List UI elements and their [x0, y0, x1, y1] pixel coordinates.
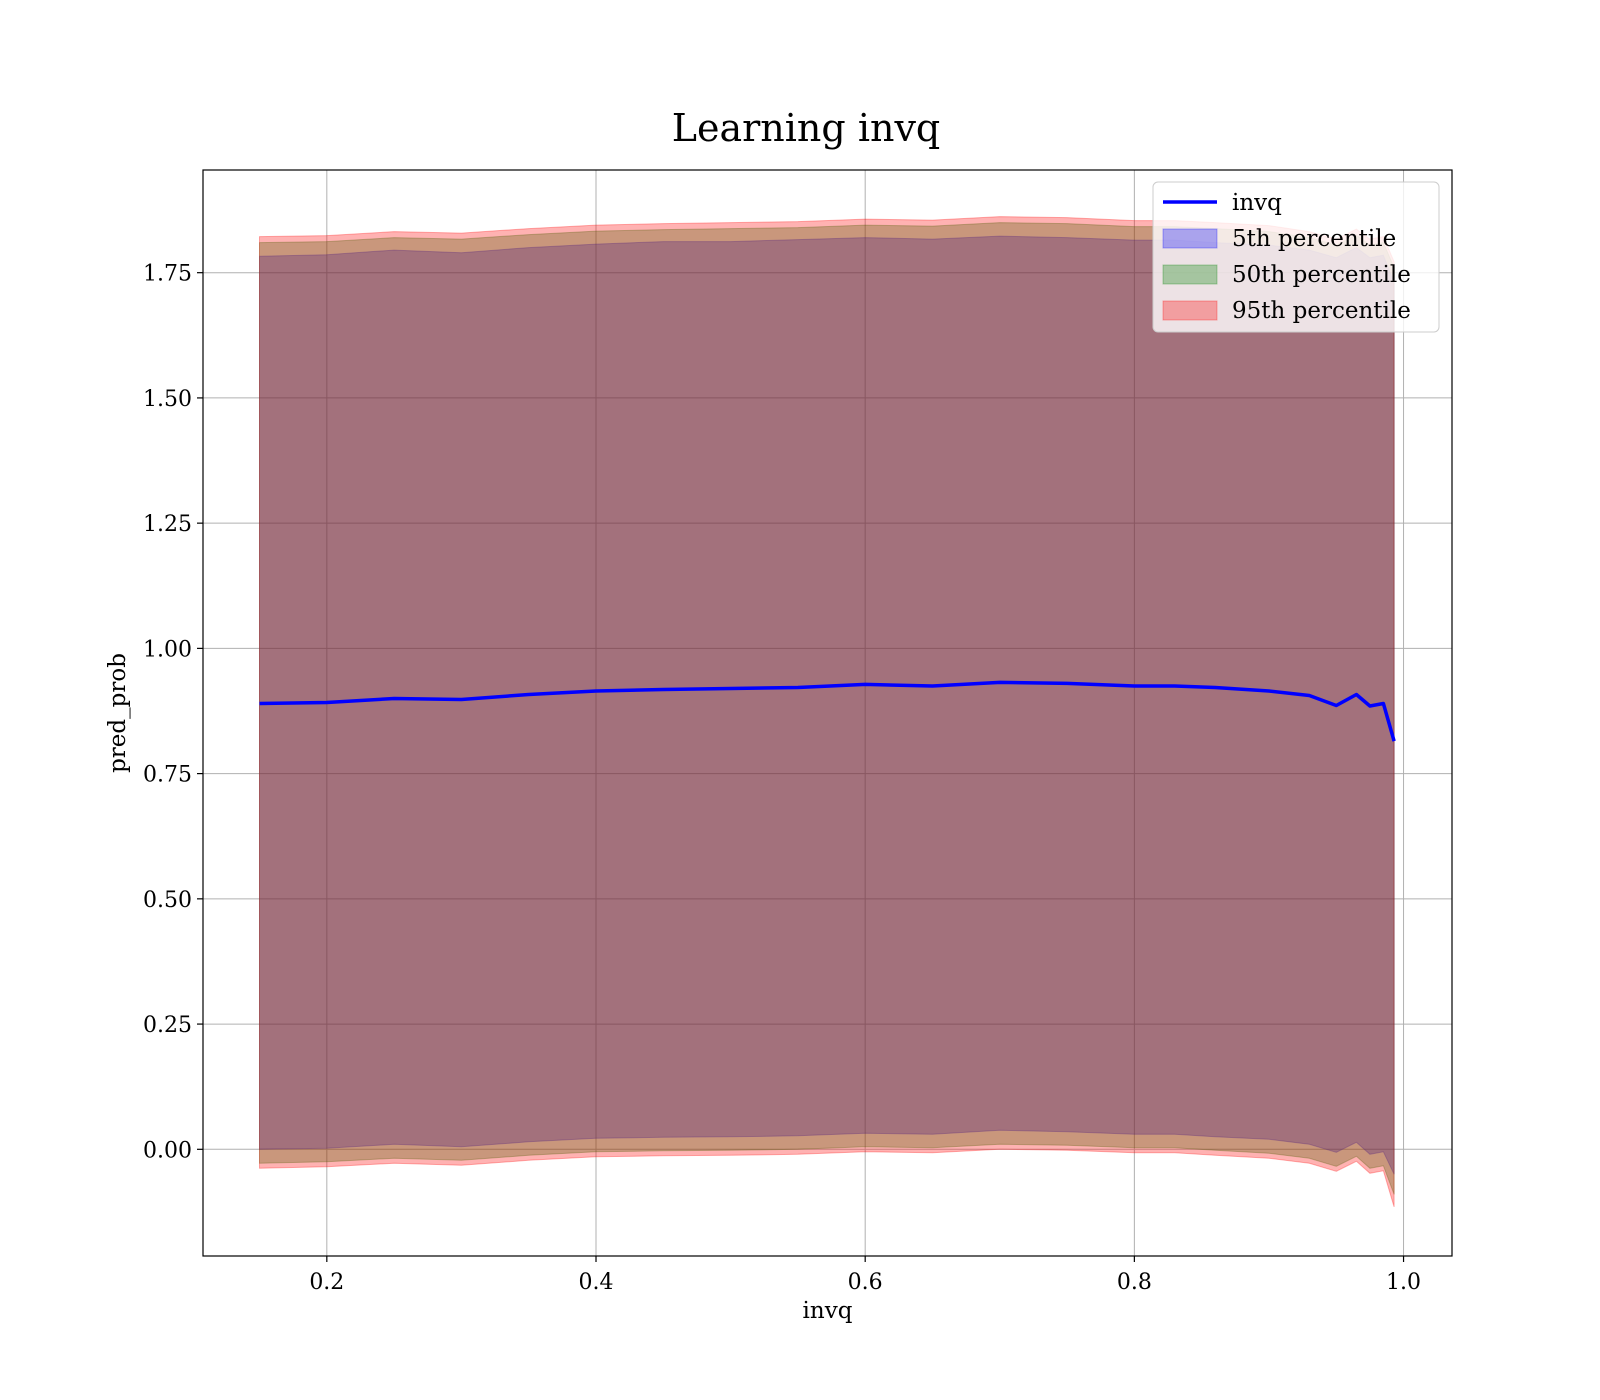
legend-label: 50th percentile — [1232, 262, 1411, 288]
x-tick-label: 0.2 — [309, 1270, 344, 1295]
bands — [259, 216, 1395, 1208]
y-tick-label: 0.25 — [143, 1013, 192, 1038]
band-50th-percentile — [259, 222, 1395, 1195]
band-5th-percentile — [259, 235, 1395, 1175]
plot-frame — [202, 169, 1453, 1257]
x-tick-label: 0.6 — [848, 1270, 883, 1295]
legend-label: invq — [1232, 190, 1282, 216]
legend-label: 95th percentile — [1232, 298, 1411, 324]
y-tick-label: 1.25 — [143, 512, 192, 537]
y-tick-label: 1.75 — [143, 262, 192, 287]
y-tick-label: 1.00 — [143, 637, 192, 662]
grid — [203, 170, 1452, 1256]
x-tick-label: 1.0 — [1386, 1270, 1421, 1295]
y-axis: 0.00 0.25 0.50 0.75 1.00 1.25 1.50 1.75 — [143, 262, 203, 1163]
x-axis-label: invq — [803, 1298, 853, 1324]
legend-box — [1152, 181, 1440, 333]
y-tick-label: 1.50 — [143, 387, 192, 412]
x-tick-label: 0.8 — [1117, 1270, 1152, 1295]
y-tick-label: 0.00 — [143, 1138, 192, 1163]
series-line-invq — [259, 680, 1396, 742]
legend-label: 5th percentile — [1232, 226, 1396, 252]
legend: invq 5th percentile 50th percentile 95th pe… — [1152, 181, 1440, 333]
band-95th-percentile — [259, 216, 1395, 1208]
legend-swatch — [1162, 300, 1218, 321]
x-axis: 0.2 0.4 0.6 0.8 1.0 — [309, 1256, 1421, 1295]
x-tick-label: 0.4 — [579, 1270, 614, 1295]
series — [259, 680, 1396, 742]
y-axis-label: pred_prob — [105, 653, 131, 773]
legend-swatch — [1162, 228, 1218, 249]
y-tick-label: 0.75 — [143, 763, 192, 788]
chart-title: Learning invq — [672, 106, 940, 150]
legend-swatch — [1162, 264, 1218, 285]
y-tick-label: 0.50 — [143, 888, 192, 913]
